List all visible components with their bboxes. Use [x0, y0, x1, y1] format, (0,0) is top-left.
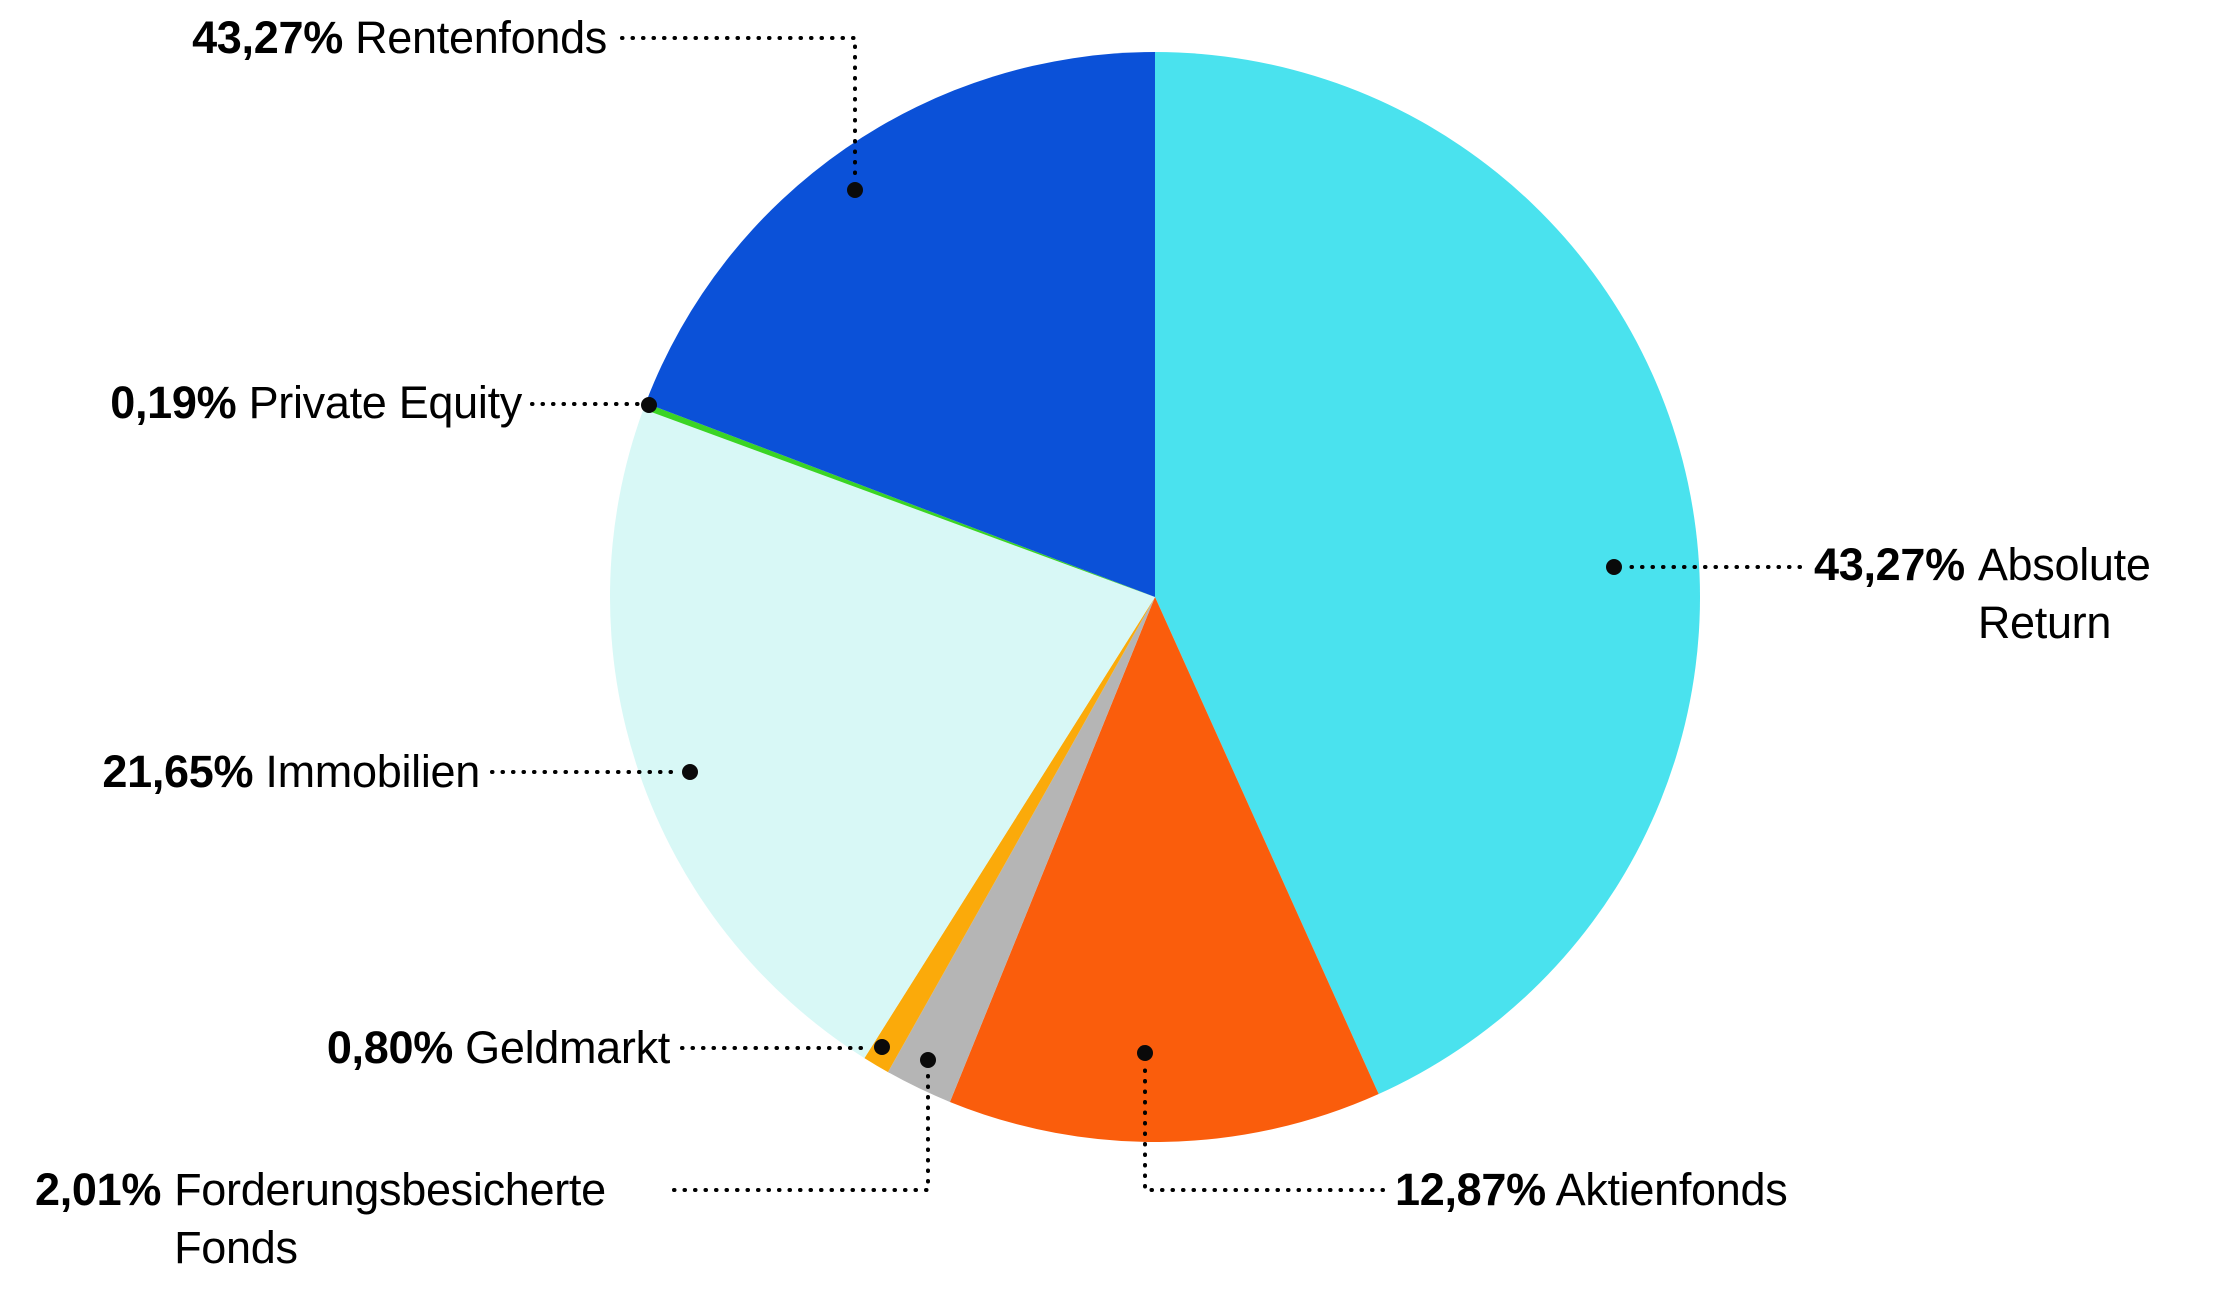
slice-label-geldmarkt: 0,80% Geldmarkt: [327, 1019, 670, 1077]
slice-name-rentenfonds: Rentenfonds: [355, 12, 607, 63]
slice-label-private-equity: 0,19% Private Equity: [110, 374, 522, 432]
slice-name-absolute-return: Absolute Return: [1977, 539, 2151, 648]
leader-line-forderungsbesicherte: [672, 1070, 930, 1192]
leader-dot-immobilien: [682, 764, 698, 780]
leader-dot-forderungsbesicherte: [920, 1052, 936, 1068]
slice-name-immobilien: Immobilien: [265, 746, 480, 797]
slice-pct-private-equity: 0,19%: [110, 377, 237, 428]
slice-label-rentenfonds: 43,27% Rentenfonds: [192, 9, 607, 67]
slice-label-forderungsbesicherte: 2,01% Forderungsbesicherte Fonds: [35, 1161, 644, 1277]
leader-dot-absolute-return: [1606, 559, 1622, 575]
pie-slice-rentenfonds: [645, 52, 1155, 597]
slice-pct-immobilien: 21,65%: [102, 746, 254, 797]
slice-pct-geldmarkt: 0,80%: [326, 1022, 453, 1073]
slice-name-private-equity: Private Equity: [248, 377, 523, 428]
leader-dot-geldmarkt: [874, 1039, 890, 1055]
leader-dot-private-equity: [641, 397, 657, 413]
pie-slices: [610, 52, 1701, 1143]
leader-dot-aktienfonds: [1137, 1045, 1153, 1061]
pie-slice-aktienfonds: [949, 597, 1379, 1143]
leader-lines: [490, 36, 1802, 1192]
slice-label-immobilien: 21,65% Immobilien: [102, 743, 480, 801]
slice-pct-aktienfonds: 12,87%: [1395, 1164, 1546, 1215]
leader-dot-rentenfonds: [847, 182, 863, 198]
slice-name-forderungsbesicherte: Forderungsbesicherte Fonds: [174, 1164, 606, 1273]
pie-slice-private-equity: [643, 403, 1155, 597]
leader-line-rentenfonds: [620, 36, 857, 180]
slice-pct-absolute-return: 43,27%: [1814, 539, 1965, 590]
slice-pct-forderungsbesicherte: 2,01%: [35, 1164, 162, 1215]
slice-pct-rentenfonds: 43,27%: [192, 12, 343, 63]
pie-slice-forderungsbesicherte-fonds: [887, 597, 1155, 1102]
slice-label-absolute-return: 43,27% Absolute Return: [1814, 536, 2193, 652]
slice-name-geldmarkt: Geldmarkt: [465, 1022, 670, 1073]
pie-slice-absolute-return: [1155, 52, 1701, 1094]
slice-name-aktienfonds: Aktienfonds: [1555, 1164, 1788, 1215]
slice-label-aktienfonds: 12,87% Aktienfonds: [1395, 1161, 1788, 1219]
pie-slice-geldmarkt: [864, 597, 1155, 1073]
pie-slice-immobilien: [610, 409, 1155, 1059]
